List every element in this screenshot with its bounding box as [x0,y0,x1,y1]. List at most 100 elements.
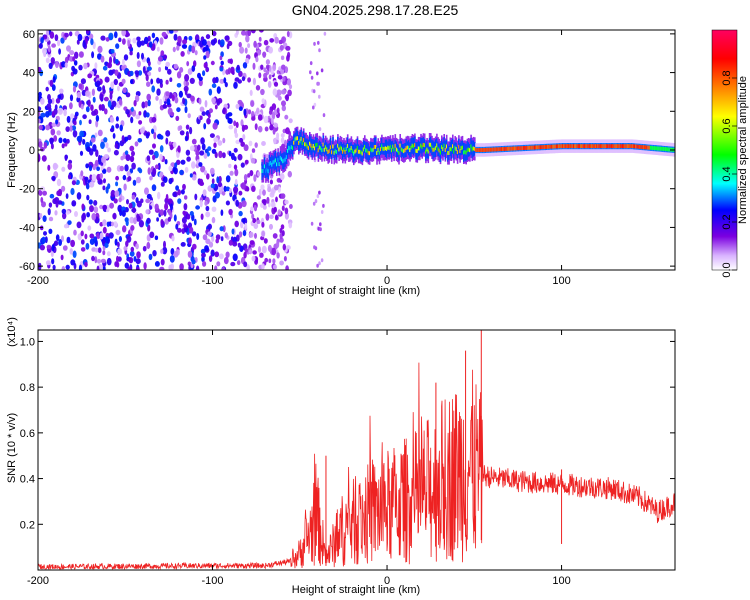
noise-speckle [144,100,148,108]
ridge-core [331,150,333,155]
noise-speckle [66,138,70,144]
noise-speckle [115,175,119,181]
noise-speckle [219,55,223,61]
noise-speckle [230,261,236,267]
noise-speckle [110,49,115,54]
noise-speckle [49,137,55,144]
noise-speckle [54,210,58,216]
noise-speckle [249,240,255,245]
noise-speckle [261,98,265,104]
noise-speckle [233,147,238,153]
noise-speckle [258,36,262,42]
ridge-core [438,148,441,153]
noise-speckle [169,255,175,263]
noise-speckle [104,108,108,115]
ridge-core [400,147,403,152]
noise-speckle [229,170,234,176]
noise-speckle [189,126,193,135]
noise-speckle [184,135,188,142]
noise-speckle [159,135,164,140]
noise-speckle [214,151,218,159]
noise-speckle [154,203,159,211]
noise-speckle [241,200,247,208]
noise-speckle [121,210,126,217]
ridge-core [304,142,306,147]
noise-speckle [201,256,205,263]
noise-speckle [109,202,114,209]
noise-speckle [167,216,172,222]
noise-speckle [228,208,233,216]
ridge-core [383,147,386,151]
noise-speckle [180,189,185,195]
ridge-core [503,147,505,151]
noise-speckle [228,150,232,157]
ridge-core [416,149,419,153]
ridge-core [510,146,513,151]
noise-speckle [85,177,88,185]
noise-speckle [250,157,256,164]
noise-speckle [146,66,152,71]
noise-speckle [145,132,150,139]
ridge-core [375,145,377,149]
ridge-core [412,144,415,149]
noise-speckle [201,143,206,151]
ridge-core [354,149,356,154]
noise-speckle [235,199,239,207]
ridge-core [634,144,636,149]
ridge-core [637,144,640,149]
noise-speckle [105,142,109,149]
ridge-core [403,149,405,154]
ridge-core [272,160,274,165]
ridge-core [624,144,626,149]
noise-speckle [103,137,108,143]
noise-speckle [121,30,127,37]
noise-speckle [69,31,73,37]
ridge-core [474,147,476,151]
ridge-core [409,148,411,152]
noise-speckle [261,141,266,146]
y-tick-label: -40 [19,222,35,234]
noise-speckle [246,264,250,270]
noise-speckle [91,51,95,59]
noise-speckle [165,61,170,68]
noise-speckle [212,122,218,130]
colorbar-gradient [711,29,738,271]
noise-speckle [114,31,118,39]
noise-speckle [124,262,129,269]
noise-speckle [124,150,129,156]
ridge-core [384,146,387,151]
ridge-core [554,144,557,149]
ridge-core [401,148,404,153]
ridge-core [300,136,303,141]
noise-speckle [45,111,50,118]
noise-speckle [288,84,293,90]
noise-speckle [185,81,190,87]
ridge-core [652,146,654,150]
noise-speckle [138,111,142,116]
noise-speckle [269,38,275,43]
noise-speckle [276,107,280,114]
noise-speckle [51,110,55,117]
noise-speckle [114,261,118,267]
ridge-core [447,151,449,155]
noise-speckle [63,109,67,117]
noise-speckle [230,152,235,161]
noise-speckle [284,114,289,120]
noise-speckle [135,114,140,120]
noise-speckle [51,175,56,181]
noise-speckle [106,251,111,257]
spectrogram-xlabel: Height of straight line (km) [292,285,420,297]
noise-speckle [91,88,95,97]
noise-speckle [283,256,287,262]
noise-speckle [66,236,71,244]
ridge-core [364,144,366,149]
noise-speckle [120,156,124,161]
ridge-core [362,147,365,152]
noise-speckle [231,228,235,235]
ridge-core [638,144,641,149]
noise-speckle [281,64,286,70]
noise-speckle [214,251,220,258]
ridge-core [442,147,444,151]
noise-speckle [80,78,86,85]
noise-speckle [243,174,248,181]
